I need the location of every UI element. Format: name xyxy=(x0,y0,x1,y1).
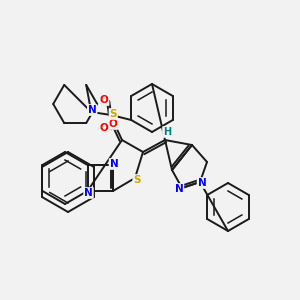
Text: N: N xyxy=(110,159,118,169)
Text: S: S xyxy=(110,109,117,119)
Text: H: H xyxy=(163,127,171,137)
Text: S: S xyxy=(133,175,141,185)
Text: N: N xyxy=(198,178,206,188)
Text: O: O xyxy=(109,119,117,129)
Text: O: O xyxy=(100,123,109,133)
Text: O: O xyxy=(100,95,109,105)
Text: N: N xyxy=(84,188,93,198)
Text: N: N xyxy=(175,184,183,194)
Text: N: N xyxy=(88,105,97,115)
